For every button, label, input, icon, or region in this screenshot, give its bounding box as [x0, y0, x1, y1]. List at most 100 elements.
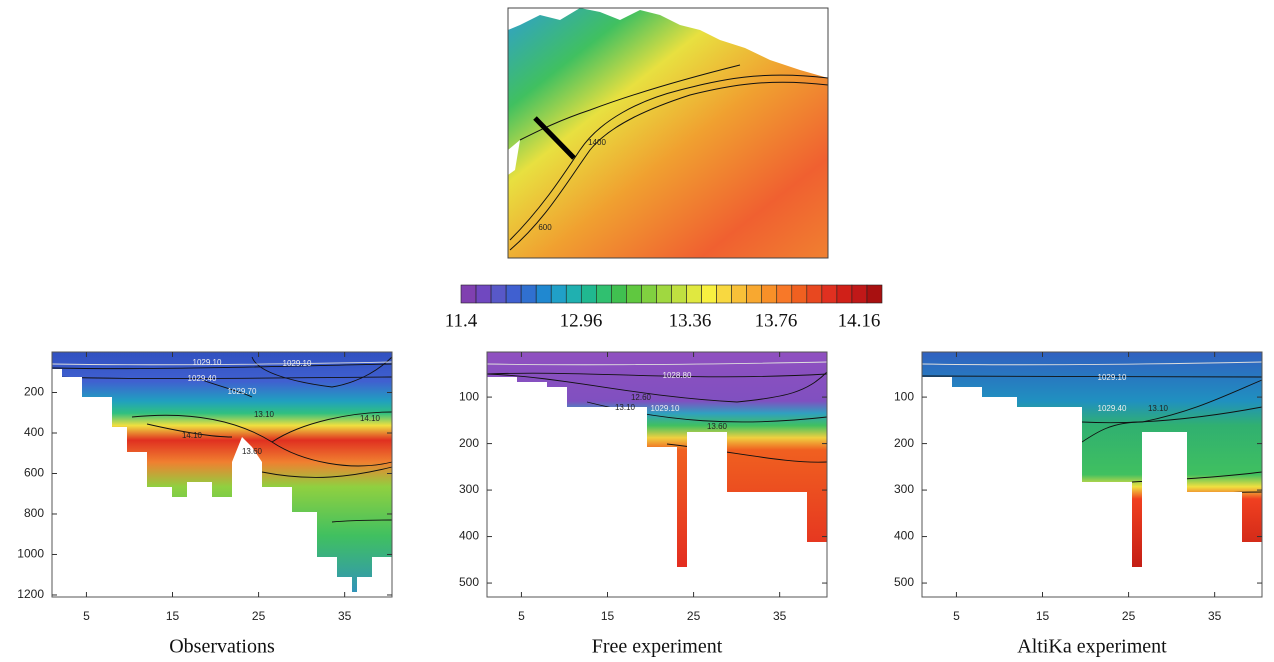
colorbar-swatch [866, 284, 883, 304]
colorbar-swatch [565, 284, 582, 304]
colorbar-swatch [851, 284, 868, 304]
colorbar-swatch [580, 284, 597, 304]
contour [486, 371, 828, 403]
contour-label: 1028.80 [663, 371, 692, 380]
contour-label: 13.60 [707, 422, 728, 431]
colorbar-swatch [701, 284, 717, 304]
isobath [509, 74, 829, 241]
y-tick-label: 1000 [17, 547, 44, 561]
colorbar-swatch [520, 284, 537, 304]
contour [51, 361, 393, 366]
colorbar-swatch [731, 284, 747, 304]
contour-label: 1029.10 [193, 358, 222, 367]
contour-label: 13.60 [242, 447, 263, 456]
y-tick-label: 400 [459, 529, 479, 543]
contour-label: 1029.10 [651, 404, 680, 413]
map [507, 7, 829, 259]
colorbar-swatch [716, 284, 732, 304]
colorbar-swatch [475, 284, 492, 304]
colorbar-label: 11.4 [445, 310, 478, 331]
colorbar-label: 12.96 [560, 310, 603, 331]
contour-label: 14.10 [182, 431, 203, 440]
contour-label: 1029.10 [1098, 373, 1127, 382]
seafloor-mask [487, 377, 827, 597]
section-line [533, 116, 576, 160]
contour [921, 361, 1263, 366]
colorbar-label: 13.76 [755, 310, 798, 331]
contour [1081, 379, 1263, 443]
panel-title: Observations [169, 636, 275, 658]
x-tick-label: 15 [601, 609, 615, 623]
y-tick-label: 200 [459, 436, 479, 450]
x-tick-label: 5 [518, 609, 525, 623]
x-tick-label: 15 [166, 609, 180, 623]
contour-label: 1029.10 [283, 359, 312, 368]
x-tick-label: 25 [252, 609, 266, 623]
x-tick-label: 15 [1036, 609, 1050, 623]
colorbar-label: 14.16 [838, 310, 881, 331]
colorbar-swatch [791, 284, 808, 304]
contour [1081, 406, 1263, 424]
x-tick-label: 35 [338, 609, 352, 623]
colorbar-swatch [746, 284, 763, 304]
x-tick-label: 25 [1122, 609, 1136, 623]
colorbar-swatch [761, 284, 778, 304]
y-tick-label: 200 [894, 436, 914, 450]
contour-label: 1029.70 [228, 387, 257, 396]
y-tick-label: 600 [24, 466, 44, 480]
colorbar: 11.4 12.96 13.36 13.76 14.16 [445, 284, 883, 331]
colorbar-swatch [836, 284, 853, 304]
colorbar-swatch [686, 284, 702, 304]
colorbar-swatch [656, 284, 672, 304]
y-tick-label: 300 [459, 482, 479, 496]
contour-label: 13.10 [1148, 404, 1169, 413]
contour-label: 1029.40 [188, 374, 217, 383]
map-frame [507, 7, 829, 259]
y-tick-label: 800 [24, 506, 44, 520]
contour [131, 411, 393, 443]
x-tick-label: 35 [773, 609, 787, 623]
isobath [509, 81, 829, 251]
contour [51, 376, 393, 380]
seafloor-mask [52, 369, 392, 597]
y-tick-label: 300 [894, 482, 914, 496]
y-tick-label: 400 [24, 425, 44, 439]
contour [51, 363, 393, 370]
plot-frame [51, 351, 393, 598]
contour [921, 375, 1263, 378]
y-tick-label: 400 [894, 529, 914, 543]
contour [271, 441, 393, 467]
plot-frame [486, 351, 828, 598]
x-tick-label: 25 [687, 609, 701, 623]
colorbar-swatch [460, 284, 477, 304]
colorbar-swatch [535, 284, 552, 304]
colorbar-swatch [611, 284, 627, 304]
contour-label: 1400 [588, 138, 606, 147]
contour-label: 13.10 [254, 410, 275, 419]
colorbar-swatch [821, 284, 838, 304]
panel-title: Free experiment [592, 636, 723, 658]
colorbar-swatch [671, 284, 687, 304]
x-tick-label: 5 [953, 609, 960, 623]
land [508, 140, 520, 175]
contour-label: 600 [538, 223, 552, 232]
colorbar-swatch [490, 284, 507, 304]
section-panel: 1029.10 1029.10 1029.40 1029.70 13.10 13.60 14… [17, 351, 393, 658]
colorbar-swatch [641, 284, 657, 304]
y-tick-label: 1200 [17, 587, 44, 601]
contour [331, 519, 393, 523]
colorbar-swatch [596, 284, 612, 304]
contour [486, 361, 828, 366]
colorbar-swatch [806, 284, 823, 304]
plot-frame [921, 351, 1263, 598]
seafloor-mask [922, 377, 1262, 597]
contour-label: 14.10 [360, 414, 381, 423]
contour [146, 423, 233, 438]
land [508, 8, 828, 78]
contour [261, 466, 393, 478]
colorbar-swatch [776, 284, 793, 304]
y-tick-label: 500 [459, 575, 479, 589]
colorbar-swatch [550, 284, 567, 304]
x-tick-label: 5 [83, 609, 90, 623]
